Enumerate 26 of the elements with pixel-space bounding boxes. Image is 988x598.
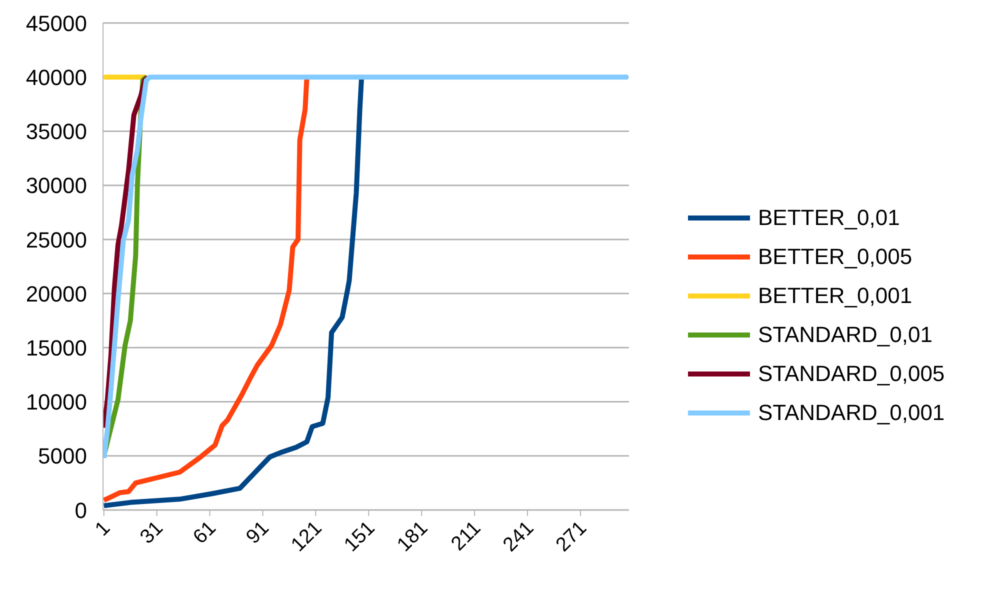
legend-label: STANDARD_0,001 xyxy=(758,400,945,426)
x-tick-label: 181 xyxy=(393,517,432,556)
y-tick-label: 45000 xyxy=(26,10,87,36)
y-tick-label: 0 xyxy=(74,498,87,523)
y-tick-label: 20000 xyxy=(26,281,87,306)
legend-label: BETTER_0,01 xyxy=(758,204,900,230)
y-tick-label: 30000 xyxy=(26,173,87,198)
x-tick-label: 151 xyxy=(340,517,380,556)
x-tick-label: 61 xyxy=(189,517,220,548)
x-tick-label: 211 xyxy=(447,517,486,556)
legend-label: BETTER_0,001 xyxy=(758,282,912,308)
y-tick-label: 35000 xyxy=(26,119,87,144)
x-tick-label: 91 xyxy=(242,517,274,548)
legend-label: BETTER_0,005 xyxy=(758,244,912,270)
y-tick-label: 5000 xyxy=(38,444,87,469)
legend-label: STANDARD_0,01 xyxy=(758,322,932,348)
x-tick-label: 1 xyxy=(91,517,114,540)
y-tick-label: 40000 xyxy=(26,64,87,90)
x-tick-label: 121 xyxy=(287,517,326,556)
legend-label: STANDARD_0,005 xyxy=(758,360,945,386)
y-tick-label: 15000 xyxy=(26,335,87,360)
x-tick-label: 31 xyxy=(136,517,168,548)
x-tick-label: 271 xyxy=(552,517,592,556)
y-tick-label: 25000 xyxy=(26,227,87,252)
x-tick-label: 241 xyxy=(498,517,538,556)
y-tick-label: 10000 xyxy=(26,390,87,415)
